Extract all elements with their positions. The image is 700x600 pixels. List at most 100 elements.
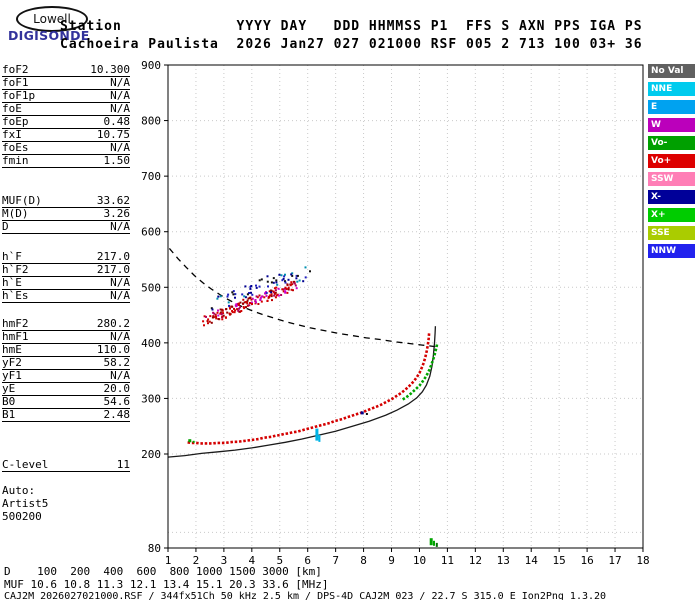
spread-f-echo — [271, 299, 273, 301]
spread-f-echo — [207, 322, 209, 324]
echo-mark — [361, 411, 364, 414]
spread-f-echo — [235, 303, 237, 305]
spread-f-echo — [280, 294, 282, 296]
parameter-value: 2.48 — [104, 409, 131, 421]
spread-f-echo — [263, 296, 265, 298]
parameter-label: yF2 — [2, 357, 22, 369]
legend-item-ssw: SSW — [648, 172, 695, 186]
spread-f-echo — [283, 275, 285, 277]
parameter-label: D — [2, 221, 9, 233]
spread-f-echo — [225, 308, 227, 310]
spread-f-echo — [288, 289, 290, 291]
spread-f-echo — [305, 266, 307, 268]
spread-f-echo — [220, 295, 222, 297]
spread-f-echo — [266, 295, 268, 297]
spread-f-echo — [278, 274, 280, 276]
parameter-value: 58.2 — [104, 357, 131, 369]
x-tick-label: 15 — [553, 554, 566, 567]
parameter-row-h`Es: h`EsN/A — [2, 290, 130, 303]
parameter-label: foEp — [2, 116, 29, 128]
spread-f-echo — [275, 287, 277, 289]
spread-f-echo — [238, 304, 240, 306]
spread-f-echo — [276, 294, 278, 296]
spread-f-echo — [275, 289, 277, 291]
legend-item-nnw: NNW — [648, 244, 695, 258]
parameter-value: 33.62 — [97, 195, 130, 207]
scaled-parameters-panel: foF210.300foF1N/AfoF1pN/AfoEN/AfoEp0.48f… — [2, 64, 130, 524]
x-tick-label: 12 — [469, 554, 482, 567]
parameter-label: B0 — [2, 396, 15, 408]
spread-f-echo — [292, 289, 294, 291]
spread-f-echo — [205, 316, 207, 318]
parameter-value: 10.300 — [90, 64, 130, 76]
spread-f-echo — [271, 281, 273, 283]
legend-item-w: W — [648, 118, 695, 132]
x-tick-label: 18 — [636, 554, 649, 567]
spread-f-echo — [293, 282, 295, 284]
y-tick-label: 700 — [141, 170, 161, 183]
spread-f-echo — [245, 306, 247, 308]
spread-f-echo — [273, 277, 275, 279]
spread-f-cluster-2 — [267, 273, 307, 283]
spread-f-echo — [285, 282, 287, 284]
spread-f-echo — [296, 287, 298, 289]
spread-f-echo — [244, 285, 246, 287]
spread-f-echo — [211, 322, 213, 324]
spread-f-echo — [202, 320, 204, 322]
y-tick-label: 300 — [141, 392, 161, 405]
spread-f-echo — [275, 281, 277, 283]
spread-f-echo — [220, 309, 222, 311]
spread-f-echo — [299, 280, 301, 282]
spread-f-echo — [243, 295, 245, 297]
spread-f-echo — [223, 315, 225, 317]
spread-f-echo — [259, 295, 261, 297]
spread-f-echo — [270, 290, 272, 292]
doppler-direction-legend: No ValNNEEWVo-Vo+SSWX-X+SSENNW — [648, 64, 695, 262]
spread-f-echo — [217, 315, 219, 317]
spread-f-echo — [241, 293, 243, 295]
spread-f-echo — [249, 288, 251, 290]
parameter-label: fmin — [2, 155, 29, 167]
spread-f-echo — [283, 278, 285, 280]
parameter-group-3: hmF2280.2hmF1N/AhmE110.0yF258.2yF1N/AyE2… — [2, 318, 130, 422]
parameter-value: N/A — [110, 77, 130, 89]
parameter-value: 110.0 — [97, 344, 130, 356]
parameter-row-D: DN/A — [2, 221, 130, 234]
legend-item-x+: X+ — [648, 208, 695, 222]
y-tick-label: 600 — [141, 226, 161, 239]
spread-f-echo — [296, 281, 298, 283]
y-tick-label: 400 — [141, 337, 161, 350]
spread-f-echo — [305, 276, 307, 278]
spread-f-echo — [250, 292, 252, 294]
spread-f-echo — [291, 283, 293, 285]
spread-f-echo — [295, 277, 297, 279]
spread-f-echo — [234, 311, 236, 313]
spread-f-echo — [267, 275, 269, 277]
parameter-label: h`F2 — [2, 264, 29, 276]
spread-f-echo — [255, 301, 257, 303]
parameter-row-B1: B12.48 — [2, 409, 130, 422]
transmission-curve — [169, 248, 436, 346]
parameter-label: fxI — [2, 129, 22, 141]
true-height-profile — [168, 326, 435, 457]
parameter-label: foF1p — [2, 90, 35, 102]
spread-f-echo — [237, 310, 239, 312]
parameter-label: 500200 — [2, 511, 42, 524]
parameter-value: 217.0 — [97, 264, 130, 276]
spread-f-echo — [285, 287, 287, 289]
parameter-label: foE — [2, 103, 22, 115]
parameter-label: foEs — [2, 142, 29, 154]
echo-mark — [318, 435, 320, 442]
distance-scale-line: D 100 200 400 600 800 1000 1500 3000 [km… — [4, 565, 322, 578]
spread-f-echo — [259, 279, 261, 281]
y-tick-label: 900 — [141, 60, 161, 72]
spread-f-echo — [229, 308, 231, 310]
spread-f-echo — [239, 306, 241, 308]
spread-f-echo — [203, 324, 205, 326]
spread-f-echo — [249, 297, 251, 299]
parameter-label: hmE — [2, 344, 22, 356]
legend-item-x-: X- — [648, 190, 695, 204]
spread-f-echo — [231, 306, 233, 308]
spread-f-echo — [261, 278, 263, 280]
spread-f-echo — [212, 309, 214, 311]
